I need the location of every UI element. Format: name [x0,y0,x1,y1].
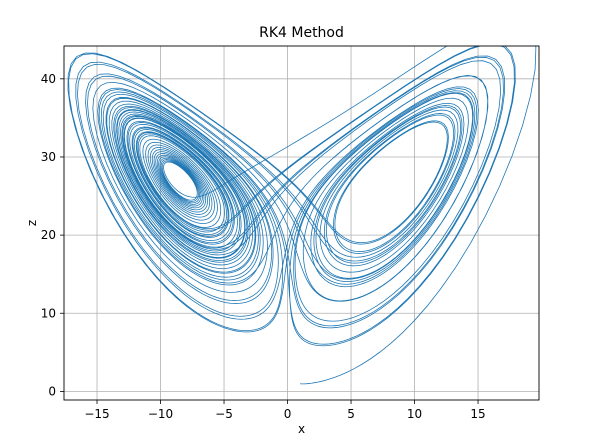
x-tick-label: 0 [284,407,292,421]
x-tick-label: 15 [470,407,485,421]
y-tick-label: 10 [41,306,56,320]
x-axis: −15 −10 −5 0 5 10 15 [84,400,486,421]
x-tick-label: 5 [347,407,355,421]
chart-title: RK4 Method [259,25,344,41]
x-tick-label: −10 [148,407,173,421]
x-tick-label: −5 [215,407,233,421]
x-tick-label: 10 [407,407,422,421]
y-tick-label: 30 [41,150,56,164]
y-tick-label: 40 [41,72,56,86]
y-tick-label: 20 [41,228,56,242]
axes-frame [63,45,540,401]
y-axis-label: z [25,220,39,226]
x-axis-label: x [298,422,305,436]
series-line [67,46,537,385]
y-axis: 0 10 20 30 40 [41,72,64,398]
x-tick-label: −15 [84,407,109,421]
y-tick-label: 0 [48,384,56,398]
plot-area [67,46,537,385]
